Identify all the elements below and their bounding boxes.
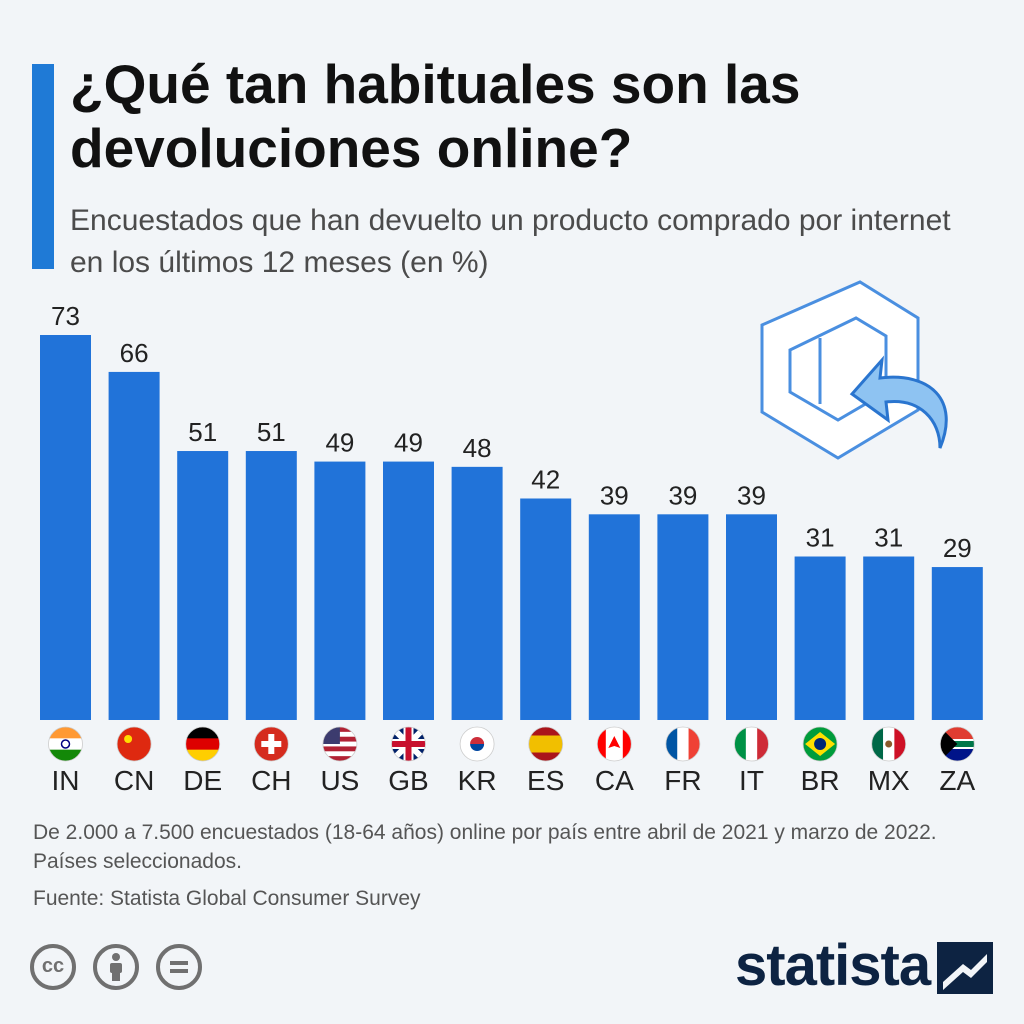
page-title: ¿Qué tan habituales son las devoluciones… [70,53,801,179]
cc-icon-text: cc [41,955,65,977]
south-africa-flag-icon [939,726,975,762]
category-label-gb: GB [388,765,428,796]
south-korea-flag-icon [459,726,495,762]
category-label-it: IT [739,765,764,796]
category-label-de: DE [183,765,222,796]
bar-us [314,461,366,720]
italy-flag-icon [734,726,769,762]
bar-br [794,556,846,720]
value-label-cn: 66 [120,338,149,368]
bar-za [931,567,983,720]
france-flag-icon [665,726,701,762]
india-flag-icon [48,726,83,762]
bar-gb [383,461,434,720]
switzerland-flag-icon [253,726,289,762]
canada-flag-icon [596,726,632,762]
bar-in [40,335,91,720]
category-label-in: IN [52,765,80,796]
category-label-es: ES [527,765,564,796]
category-label-cn: CN [114,765,154,796]
value-label-it: 39 [737,480,766,510]
value-label-kr: 48 [463,433,492,463]
germany-flag-icon [185,726,221,762]
page-subtitle: Encuestados que han devuelto un producto… [70,204,951,279]
statista-logo-icon [937,942,993,994]
mexico-flag-icon [871,726,907,762]
uk-flag-icon [391,726,426,762]
cc-icon[interactable]: cc [30,944,76,990]
bar-ch [245,451,297,720]
title-accent-bar [32,64,54,269]
category-label-za: ZA [939,765,975,796]
bar-de [177,451,229,720]
value-label-in: 73 [51,301,80,331]
category-label-fr: FR [664,765,701,796]
attribution-icon[interactable] [93,944,139,990]
bar-cn [108,371,160,720]
footnote: De 2.000 a 7.500 encuestados (18-64 años… [33,821,937,873]
category-label-mx: MX [868,765,910,796]
bar-ca [588,514,640,720]
value-label-de: 51 [188,417,217,447]
category-label-ch: CH [251,765,291,796]
category-label-us: US [320,765,359,796]
value-label-br: 31 [806,523,835,553]
bar-it [726,514,777,720]
spain-flag-icon [528,726,564,762]
category-label-br: BR [801,765,840,796]
statista-logo[interactable]: statista [735,933,931,998]
value-label-gb: 49 [394,428,423,458]
package-return-icon [760,280,948,460]
category-label-kr: KR [458,765,497,796]
category-label-ca: CA [595,765,634,796]
no-derivatives-icon[interactable] [156,944,202,990]
bar-kr [451,466,503,720]
value-label-us: 49 [325,428,354,458]
value-label-es: 42 [531,464,560,494]
value-label-mx: 31 [874,523,903,553]
bar-fr [657,514,709,720]
value-label-za: 29 [943,533,972,563]
value-label-fr: 39 [668,480,697,510]
bar-mx [863,556,915,720]
brazil-flag-icon [802,726,838,762]
usa-flag-icon [322,726,358,762]
source-note: Fuente: Statista Global Consumer Survey [33,887,421,910]
china-flag-icon [116,726,152,762]
value-label-ch: 51 [257,417,286,447]
value-label-ca: 39 [600,480,629,510]
bar-es [520,498,572,720]
